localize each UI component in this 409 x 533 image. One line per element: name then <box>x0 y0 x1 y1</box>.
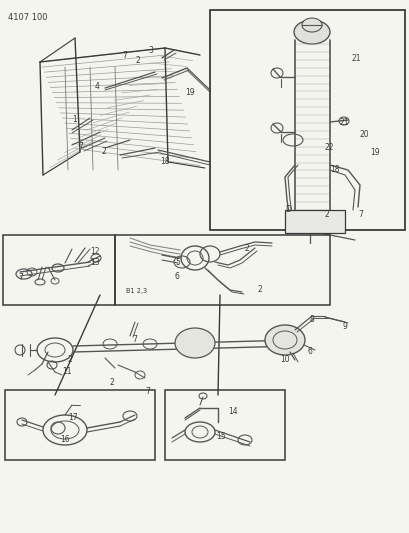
Text: 19: 19 <box>184 88 194 97</box>
Text: 13: 13 <box>90 258 99 267</box>
Text: 22: 22 <box>324 143 334 152</box>
Text: 21: 21 <box>351 54 361 63</box>
Text: 2: 2 <box>102 147 106 156</box>
Text: B1 2,3: B1 2,3 <box>126 288 147 294</box>
Text: 6: 6 <box>175 272 180 281</box>
Text: 12: 12 <box>90 247 99 256</box>
Text: 3: 3 <box>148 46 153 55</box>
Text: 19: 19 <box>369 148 379 157</box>
Text: 2: 2 <box>245 244 249 253</box>
Text: 18: 18 <box>160 157 169 166</box>
Text: 2: 2 <box>136 56 140 65</box>
Text: 18: 18 <box>329 165 339 174</box>
Ellipse shape <box>293 20 329 44</box>
Text: 2: 2 <box>324 210 329 219</box>
Ellipse shape <box>264 325 304 355</box>
Text: 7: 7 <box>132 335 137 344</box>
Ellipse shape <box>301 18 321 32</box>
Text: 5: 5 <box>175 258 180 267</box>
Text: 7: 7 <box>357 210 362 219</box>
Text: 10: 10 <box>279 355 289 364</box>
Text: 17: 17 <box>68 413 77 422</box>
Text: 7: 7 <box>145 387 150 396</box>
Text: 20: 20 <box>359 130 369 139</box>
Text: 2: 2 <box>110 378 115 387</box>
Text: 4107 100: 4107 100 <box>8 13 47 22</box>
Bar <box>115 235 329 305</box>
Text: 9: 9 <box>342 322 347 331</box>
Text: 14: 14 <box>227 407 237 416</box>
Text: 8: 8 <box>309 315 314 324</box>
Text: 15: 15 <box>216 432 225 441</box>
Bar <box>164 390 284 460</box>
Bar <box>284 210 344 233</box>
Bar <box>3 235 115 305</box>
Bar <box>209 10 404 230</box>
Text: 6: 6 <box>307 347 312 356</box>
Text: D: D <box>284 205 290 214</box>
Text: 4: 4 <box>95 82 100 91</box>
Text: 21: 21 <box>339 118 348 127</box>
Ellipse shape <box>175 328 214 358</box>
Text: 2: 2 <box>257 285 262 294</box>
Bar <box>5 390 155 460</box>
Text: 11: 11 <box>62 367 71 376</box>
Text: 7: 7 <box>78 142 83 151</box>
Text: 16: 16 <box>60 435 70 444</box>
Text: 2: 2 <box>68 355 72 364</box>
Text: 7: 7 <box>122 51 126 60</box>
Text: 1: 1 <box>72 115 76 124</box>
Text: 7: 7 <box>18 273 23 282</box>
